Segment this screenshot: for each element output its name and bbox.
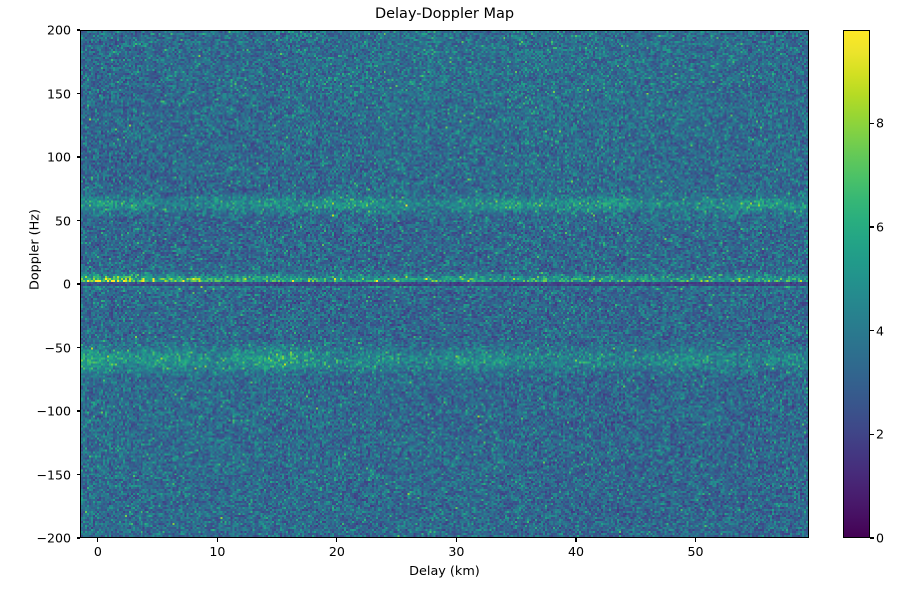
colorbar-tick-mark: [870, 433, 874, 435]
colorbar-gradient: [844, 31, 869, 537]
x-tick-mark: [336, 538, 338, 542]
y-tick-mark: [76, 283, 80, 285]
y-tick-label: −200: [36, 530, 71, 546]
y-tick-mark: [76, 346, 80, 349]
x-tick-mark: [216, 538, 218, 542]
colorbar-tick-mark: [870, 122, 874, 124]
y-tick-mark: [76, 473, 80, 476]
y-tick-label: 200: [46, 22, 71, 38]
x-tick-label: 30: [448, 544, 465, 559]
colorbar-tick-mark: [870, 226, 874, 228]
y-tick-label: −150: [36, 467, 71, 482]
y-tick-label: −50: [44, 340, 71, 355]
y-tick-label: 0: [62, 276, 71, 292]
y-tick-mark: [76, 92, 80, 95]
y-tick-mark: [76, 410, 80, 412]
heatmap-plot-area: [80, 30, 809, 538]
x-tick-label: 10: [209, 544, 226, 559]
x-tick-mark: [694, 538, 696, 542]
delay-doppler-heatmap: [81, 31, 808, 537]
y-tick-mark: [76, 537, 80, 539]
x-tick-label: 20: [328, 544, 345, 559]
page-title: Delay-Doppler Map: [374, 6, 515, 22]
y-tick-label: 50: [54, 213, 71, 228]
x-tick-label: 0: [93, 544, 102, 559]
colorbar: [843, 30, 870, 538]
colorbar-tick-mark: [870, 537, 874, 539]
colorbar-tick-label: 6: [876, 219, 885, 235]
y-tick-label: 150: [46, 86, 71, 101]
colorbar-tick-label: 2: [876, 426, 885, 442]
x-tick-mark: [97, 538, 99, 542]
y-tick-label: −100: [36, 403, 71, 419]
y-tick-label: 100: [46, 149, 71, 165]
x-axis-label: Delay (km): [409, 564, 480, 579]
colorbar-tick-mark: [870, 330, 874, 332]
y-tick-mark: [76, 29, 80, 31]
y-tick-mark: [76, 219, 80, 222]
x-tick-mark: [455, 538, 457, 542]
colorbar-tick-label: 0: [876, 530, 885, 546]
x-tick-label: 50: [687, 544, 704, 559]
y-axis-label: Doppler (Hz): [27, 209, 43, 291]
x-tick-label: 40: [567, 544, 584, 559]
x-tick-mark: [575, 538, 577, 542]
colorbar-tick-label: 8: [876, 115, 885, 131]
y-tick-mark: [76, 156, 80, 158]
colorbar-tick-label: 4: [876, 323, 885, 339]
